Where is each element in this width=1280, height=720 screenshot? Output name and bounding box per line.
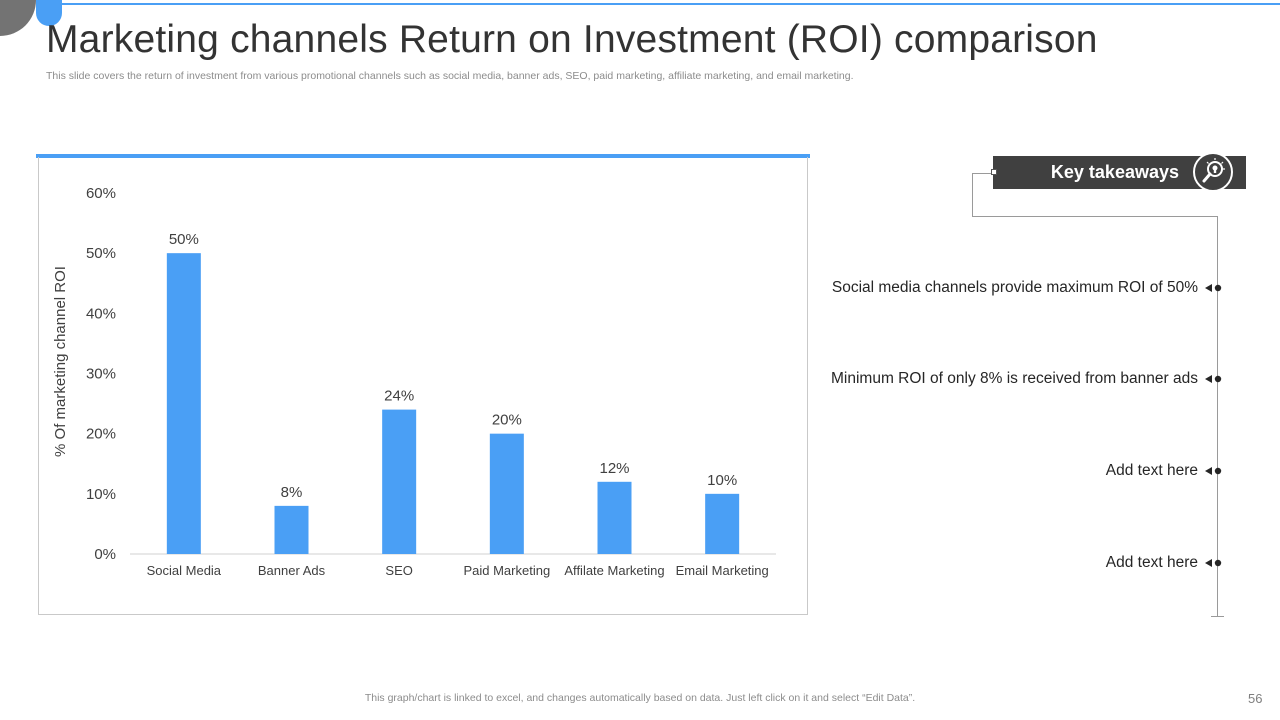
y-tick-label: 60% [86, 185, 116, 202]
x-tick-label: SEO [385, 563, 412, 578]
y-axis-label: % Of marketing channel ROI [52, 266, 69, 457]
bar [705, 493, 740, 554]
y-tick-label: 50% [86, 245, 116, 262]
takeaway-item: Add text here [1105, 554, 1198, 571]
takeaways-connector [972, 173, 994, 174]
x-tick-label: Paid Marketing [463, 563, 550, 578]
data-label: 8% [281, 484, 303, 501]
y-tick-label: 10% [86, 486, 116, 503]
bar [166, 253, 201, 554]
page-number: 56 [1248, 691, 1263, 706]
bar [489, 433, 524, 554]
slide-subtitle: This slide covers the return of investme… [46, 70, 854, 82]
footer-note: This graph/chart is linked to excel, and… [364, 692, 916, 704]
arrow-bullet-icon [1205, 467, 1222, 475]
slide-title: Marketing channels Return on Investment … [46, 18, 1098, 61]
y-tick-label: 30% [86, 366, 116, 383]
takeaway-item: Social media channels provide maximum RO… [831, 279, 1198, 296]
corner-decoration-gray [0, 0, 36, 36]
y-tick-label: 40% [86, 305, 116, 322]
lightbulb-magnifier-icon [1193, 152, 1233, 192]
arrow-bullet-icon [1205, 375, 1222, 383]
arrow-bullet-icon [1205, 559, 1222, 567]
key-takeaways-label: Key takeaways [1050, 162, 1179, 182]
data-label: 10% [707, 472, 737, 489]
bar [382, 409, 417, 554]
takeaways-connector [972, 173, 973, 217]
chart-top-accent-bar [36, 154, 810, 158]
bar [274, 505, 309, 554]
x-tick-label: Email Marketing [676, 563, 769, 578]
key-takeaways-header: Key takeaways [993, 152, 1246, 192]
top-accent-rule [60, 3, 1280, 5]
arrow-bullet-icon [1205, 284, 1222, 292]
y-tick-label: 0% [94, 546, 116, 563]
x-tick-label: Banner Ads [258, 563, 326, 578]
x-tick-label: Affilate Marketing [564, 563, 664, 578]
takeaways-connector [972, 216, 1218, 217]
connector-dot [991, 169, 997, 175]
data-label: 24% [384, 388, 414, 405]
chart-frame[interactable] [38, 157, 808, 615]
takeaways-timeline [1217, 216, 1218, 616]
takeaways-timeline-end [1211, 616, 1224, 617]
takeaway-item: Minimum ROI of only 8% is received from … [831, 370, 1198, 387]
data-label: 20% [492, 412, 522, 429]
data-label: 12% [599, 460, 629, 477]
bar [597, 481, 632, 554]
data-label: 50% [169, 231, 199, 248]
takeaway-item: Add text here [1105, 462, 1198, 479]
x-tick-label: Social Media [147, 563, 222, 578]
roi-bar-chart[interactable]: 0% 10% 20% 30% 40% 50% 60% % Of marketing chann… [38, 158, 808, 614]
corner-decoration-blue [36, 0, 62, 26]
y-tick-label: 20% [86, 426, 116, 443]
